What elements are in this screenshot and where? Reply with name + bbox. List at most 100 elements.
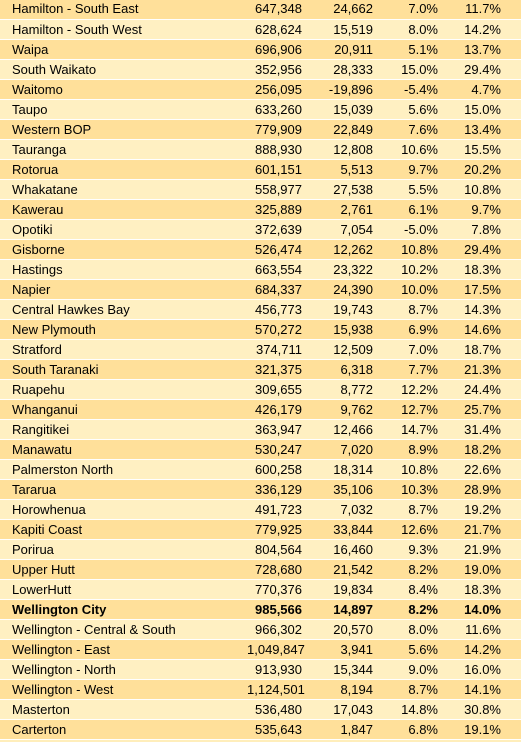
value-cell-3: 12.7% bbox=[377, 399, 442, 420]
value-cell-3: 10.8% bbox=[377, 239, 442, 260]
region-name-cell: Opotiki bbox=[0, 219, 243, 240]
value-cell-3: 8.0% bbox=[377, 19, 442, 40]
value-cell-1: 628,624 bbox=[243, 19, 306, 40]
value-cell-4: 9.7% bbox=[442, 199, 521, 220]
value-cell-4: 15.0% bbox=[442, 99, 521, 120]
value-cell-2: 6,318 bbox=[306, 359, 377, 380]
table-row: Stratford 374,711 12,509 7.0% 18.7% bbox=[0, 339, 521, 360]
table-row: Rangitikei 363,947 12,466 14.7% 31.4% bbox=[0, 419, 521, 440]
table-row: Manawatu 530,247 7,020 8.9% 18.2% bbox=[0, 439, 521, 460]
value-cell-2: 7,054 bbox=[306, 219, 377, 240]
value-cell-4: 14.6% bbox=[442, 319, 521, 340]
value-cell-3: 6.8% bbox=[377, 719, 442, 740]
value-cell-2: 19,743 bbox=[306, 299, 377, 320]
value-cell-4: 19.1% bbox=[442, 719, 521, 740]
value-cell-3: 10.3% bbox=[377, 479, 442, 500]
value-cell-4: 17.5% bbox=[442, 279, 521, 300]
value-cell-1: 456,773 bbox=[243, 299, 306, 320]
value-cell-1: 728,680 bbox=[243, 559, 306, 580]
value-cell-3: 12.2% bbox=[377, 379, 442, 400]
region-name-cell: Wellington - West bbox=[0, 679, 243, 700]
table-row: Waipa 696,906 20,911 5.1% 13.7% bbox=[0, 39, 521, 60]
table-row: Kapiti Coast 779,925 33,844 12.6% 21.7% bbox=[0, 519, 521, 540]
region-name-cell: Rotorua bbox=[0, 159, 243, 180]
value-cell-1: 696,906 bbox=[243, 39, 306, 60]
value-cell-2: 12,262 bbox=[306, 239, 377, 260]
table-row: Horowhenua 491,723 7,032 8.7% 19.2% bbox=[0, 499, 521, 520]
value-cell-1: 491,723 bbox=[243, 499, 306, 520]
value-cell-2: 24,662 bbox=[306, 0, 377, 20]
value-cell-2: 8,194 bbox=[306, 679, 377, 700]
value-cell-3: 8.7% bbox=[377, 679, 442, 700]
table-row: South Waikato 352,956 28,333 15.0% 29.4% bbox=[0, 59, 521, 80]
value-cell-4: 13.4% bbox=[442, 119, 521, 140]
value-cell-4: 11.6% bbox=[442, 619, 521, 640]
value-cell-3: 9.0% bbox=[377, 659, 442, 680]
value-cell-2: -19,896 bbox=[306, 79, 377, 100]
value-cell-2: 19,834 bbox=[306, 579, 377, 600]
value-cell-4: 18.3% bbox=[442, 259, 521, 280]
table-row: Hamilton - South East 647,348 24,662 7.0% 11… bbox=[0, 0, 521, 20]
region-name-cell: Central Hawkes Bay bbox=[0, 299, 243, 320]
value-cell-4: 4.7% bbox=[442, 79, 521, 100]
value-cell-4: 29.4% bbox=[442, 59, 521, 80]
value-cell-2: 28,333 bbox=[306, 59, 377, 80]
region-name-cell: Upper Hutt bbox=[0, 559, 243, 580]
value-cell-4: 21.9% bbox=[442, 539, 521, 560]
region-name-cell: Wellington City bbox=[0, 599, 243, 620]
value-cell-2: 7,032 bbox=[306, 499, 377, 520]
value-cell-1: 558,977 bbox=[243, 179, 306, 200]
value-cell-1: 530,247 bbox=[243, 439, 306, 460]
region-name-cell: Tararua bbox=[0, 479, 243, 500]
value-cell-1: 536,480 bbox=[243, 699, 306, 720]
value-cell-2: 15,039 bbox=[306, 99, 377, 120]
value-cell-2: 21,542 bbox=[306, 559, 377, 580]
region-name-cell: Waitomo bbox=[0, 79, 243, 100]
value-cell-3: 12.6% bbox=[377, 519, 442, 540]
value-cell-1: 570,272 bbox=[243, 319, 306, 340]
region-name-cell: Taupo bbox=[0, 99, 243, 120]
region-name-cell: Wellington - Central & South bbox=[0, 619, 243, 640]
value-cell-4: 22.6% bbox=[442, 459, 521, 480]
value-cell-3: 8.7% bbox=[377, 499, 442, 520]
value-cell-4: 20.2% bbox=[442, 159, 521, 180]
table-row: Carterton 535,643 1,847 6.8% 19.1% bbox=[0, 719, 521, 740]
value-cell-4: 16.0% bbox=[442, 659, 521, 680]
value-cell-4: 19.0% bbox=[442, 559, 521, 580]
value-cell-2: 7,020 bbox=[306, 439, 377, 460]
region-name-cell: Hastings bbox=[0, 259, 243, 280]
value-cell-2: 15,938 bbox=[306, 319, 377, 340]
value-cell-4: 21.7% bbox=[442, 519, 521, 540]
table-row: Opotiki 372,639 7,054 -5.0% 7.8% bbox=[0, 219, 521, 240]
region-name-cell: Tauranga bbox=[0, 139, 243, 160]
value-cell-1: 804,564 bbox=[243, 539, 306, 560]
value-cell-4: 21.3% bbox=[442, 359, 521, 380]
value-cell-3: 7.0% bbox=[377, 0, 442, 20]
region-name-cell: Gisborne bbox=[0, 239, 243, 260]
value-cell-3: 10.8% bbox=[377, 459, 442, 480]
value-cell-2: 18,314 bbox=[306, 459, 377, 480]
value-cell-3: 7.6% bbox=[377, 119, 442, 140]
region-name-cell: South Waikato bbox=[0, 59, 243, 80]
value-cell-1: 309,655 bbox=[243, 379, 306, 400]
value-cell-4: 30.8% bbox=[442, 699, 521, 720]
value-cell-2: 20,570 bbox=[306, 619, 377, 640]
table-row: New Plymouth 570,272 15,938 6.9% 14.6% bbox=[0, 319, 521, 340]
value-cell-1: 426,179 bbox=[243, 399, 306, 420]
value-cell-1: 321,375 bbox=[243, 359, 306, 380]
value-cell-4: 18.3% bbox=[442, 579, 521, 600]
value-cell-1: 663,554 bbox=[243, 259, 306, 280]
value-cell-3: 10.0% bbox=[377, 279, 442, 300]
value-cell-3: 5.6% bbox=[377, 99, 442, 120]
table-row: Wellington - East 1,049,847 3,941 5.6% 14.2% bbox=[0, 639, 521, 660]
value-cell-4: 18.2% bbox=[442, 439, 521, 460]
value-cell-2: 1,847 bbox=[306, 719, 377, 740]
value-cell-1: 1,049,847 bbox=[243, 639, 306, 660]
value-cell-1: 336,129 bbox=[243, 479, 306, 500]
value-cell-4: 10.8% bbox=[442, 179, 521, 200]
value-cell-4: 14.2% bbox=[442, 639, 521, 660]
value-cell-3: 14.8% bbox=[377, 699, 442, 720]
region-name-cell: Waipa bbox=[0, 39, 243, 60]
table-row: Rotorua 601,151 5,513 9.7% 20.2% bbox=[0, 159, 521, 180]
